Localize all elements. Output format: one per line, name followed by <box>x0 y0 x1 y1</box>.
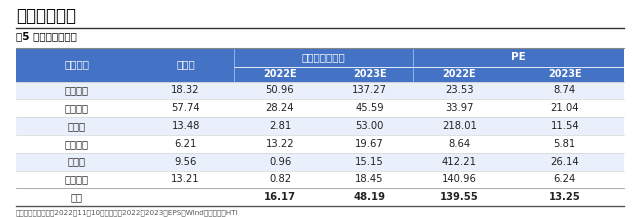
Text: 13.25: 13.25 <box>549 192 580 202</box>
Bar <box>16 99 624 117</box>
Bar <box>16 48 624 67</box>
Text: 资料来源：收盘价为2022年11月10日收盘价，2022及2023年EPS为Wind一致预期，HTI: 资料来源：收盘价为2022年11月10日收盘价，2022及2023年EPS为Wi… <box>16 209 239 216</box>
Text: 0.96: 0.96 <box>269 157 291 167</box>
Text: 13.22: 13.22 <box>266 139 294 149</box>
Text: 19.67: 19.67 <box>355 139 384 149</box>
Text: 收盘价: 收盘价 <box>176 60 195 70</box>
Text: 6.21: 6.21 <box>175 139 196 149</box>
Text: 8.74: 8.74 <box>554 85 576 95</box>
Text: 净利润（亿元）: 净利润（亿元） <box>301 52 345 62</box>
Bar <box>16 188 624 206</box>
Text: 13.21: 13.21 <box>172 174 200 184</box>
Text: 傲农生物: 傲农生物 <box>65 174 89 184</box>
Text: 平均: 平均 <box>71 192 83 202</box>
Text: 新希望: 新希望 <box>68 121 86 131</box>
Text: 45.59: 45.59 <box>355 103 384 113</box>
Text: 140.96: 140.96 <box>442 174 477 184</box>
Text: 2.81: 2.81 <box>269 121 291 131</box>
Bar <box>16 135 624 153</box>
Text: 大北农: 大北农 <box>68 157 86 167</box>
Bar <box>16 171 624 188</box>
Text: 2022E: 2022E <box>263 69 297 79</box>
Text: 21.04: 21.04 <box>550 103 579 113</box>
Text: 8.64: 8.64 <box>448 139 470 149</box>
Text: 2023E: 2023E <box>548 69 582 79</box>
Bar <box>16 153 624 171</box>
Text: 6.24: 6.24 <box>554 174 576 184</box>
Text: 2022E: 2022E <box>442 69 476 79</box>
Bar <box>16 117 624 135</box>
Text: 天邦食品: 天邦食品 <box>65 139 89 149</box>
Text: 48.19: 48.19 <box>354 192 385 202</box>
Text: 57.74: 57.74 <box>172 103 200 113</box>
Text: 0.82: 0.82 <box>269 174 291 184</box>
Text: 16.17: 16.17 <box>264 192 296 202</box>
Bar <box>16 67 624 82</box>
Text: 28.24: 28.24 <box>266 103 294 113</box>
Text: 15.15: 15.15 <box>355 157 384 167</box>
Text: 26.14: 26.14 <box>550 157 579 167</box>
Text: 11.54: 11.54 <box>550 121 579 131</box>
Text: 2023E: 2023E <box>353 69 387 79</box>
Text: 218.01: 218.01 <box>442 121 477 131</box>
Text: 18.45: 18.45 <box>355 174 384 184</box>
Text: 33.97: 33.97 <box>445 103 474 113</box>
Text: 海大集团: 海大集团 <box>65 103 89 113</box>
Text: 表5 可比公司估值表: 表5 可比公司估值表 <box>16 31 77 41</box>
Text: 温氏股份: 温氏股份 <box>65 85 89 95</box>
Text: 股票简称: 股票简称 <box>64 60 90 70</box>
Bar <box>16 82 624 99</box>
Text: 412.21: 412.21 <box>442 157 477 167</box>
Text: 5.81: 5.81 <box>554 139 576 149</box>
Text: 139.55: 139.55 <box>440 192 479 202</box>
Text: 23.53: 23.53 <box>445 85 474 95</box>
Text: 9.56: 9.56 <box>175 157 196 167</box>
Text: 13.48: 13.48 <box>172 121 200 131</box>
Text: 18.32: 18.32 <box>172 85 200 95</box>
Text: 137.27: 137.27 <box>352 85 387 95</box>
Text: 50.96: 50.96 <box>266 85 294 95</box>
Text: PE: PE <box>511 52 526 62</box>
Text: 53.00: 53.00 <box>355 121 384 131</box>
Text: 可比公司估值: 可比公司估值 <box>16 7 76 25</box>
